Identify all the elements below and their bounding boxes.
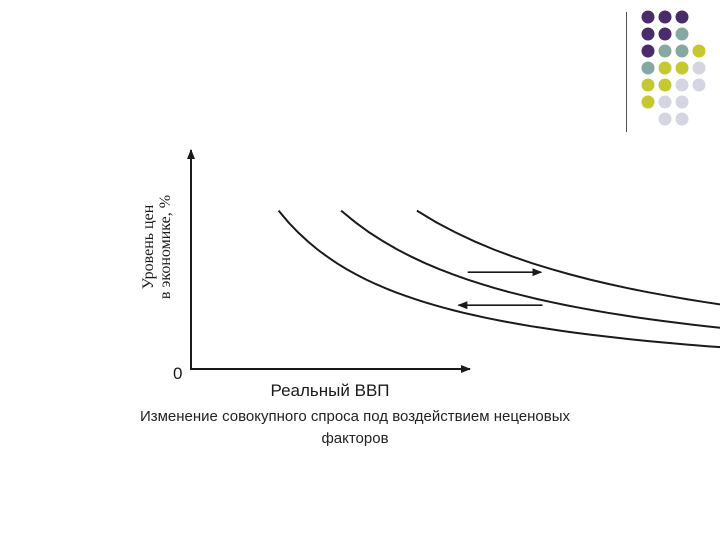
decor-dot [658,44,672,58]
decor-dot [675,78,689,92]
decor-dot [641,44,655,58]
curve-ad2 [277,209,720,349]
decor-dot [675,27,689,41]
decor-dot [675,44,689,58]
decor-dot [675,10,689,24]
curve-ad0 [340,209,720,329]
decor-dot [675,112,689,126]
origin-label: 0 [173,364,182,383]
figure-caption-line1: Изменение совокупного спроса под воздейс… [139,408,571,425]
y-axis-label-line2: в экономике, % [157,195,174,299]
decor-dot [692,61,706,75]
decor-dot [675,95,689,109]
decor-dot [658,61,672,75]
decor-dot [658,78,672,92]
decor-dot [658,112,672,126]
figure-caption-line2: факторов [321,430,389,447]
decor-dot [692,78,706,92]
decorative-dot-grid [641,10,706,126]
decor-dot [641,95,655,109]
curve-ad1 [416,209,720,306]
decor-dot [658,95,672,109]
ad-chart: 0 Реальный ВВП Уровень цен в экономике, … [140,149,720,400]
decor-dot [641,10,655,24]
decor-dot [658,27,672,41]
y-axis-label-line1: Уровень цен [140,204,157,289]
divider-line [626,12,627,132]
decor-dot [658,10,672,24]
x-axis-label: Реальный ВВП [271,381,390,400]
decor-dot [641,61,655,75]
decor-dot [692,44,706,58]
decor-dot [641,27,655,41]
decor-dot [675,61,689,75]
decor-dot [641,78,655,92]
